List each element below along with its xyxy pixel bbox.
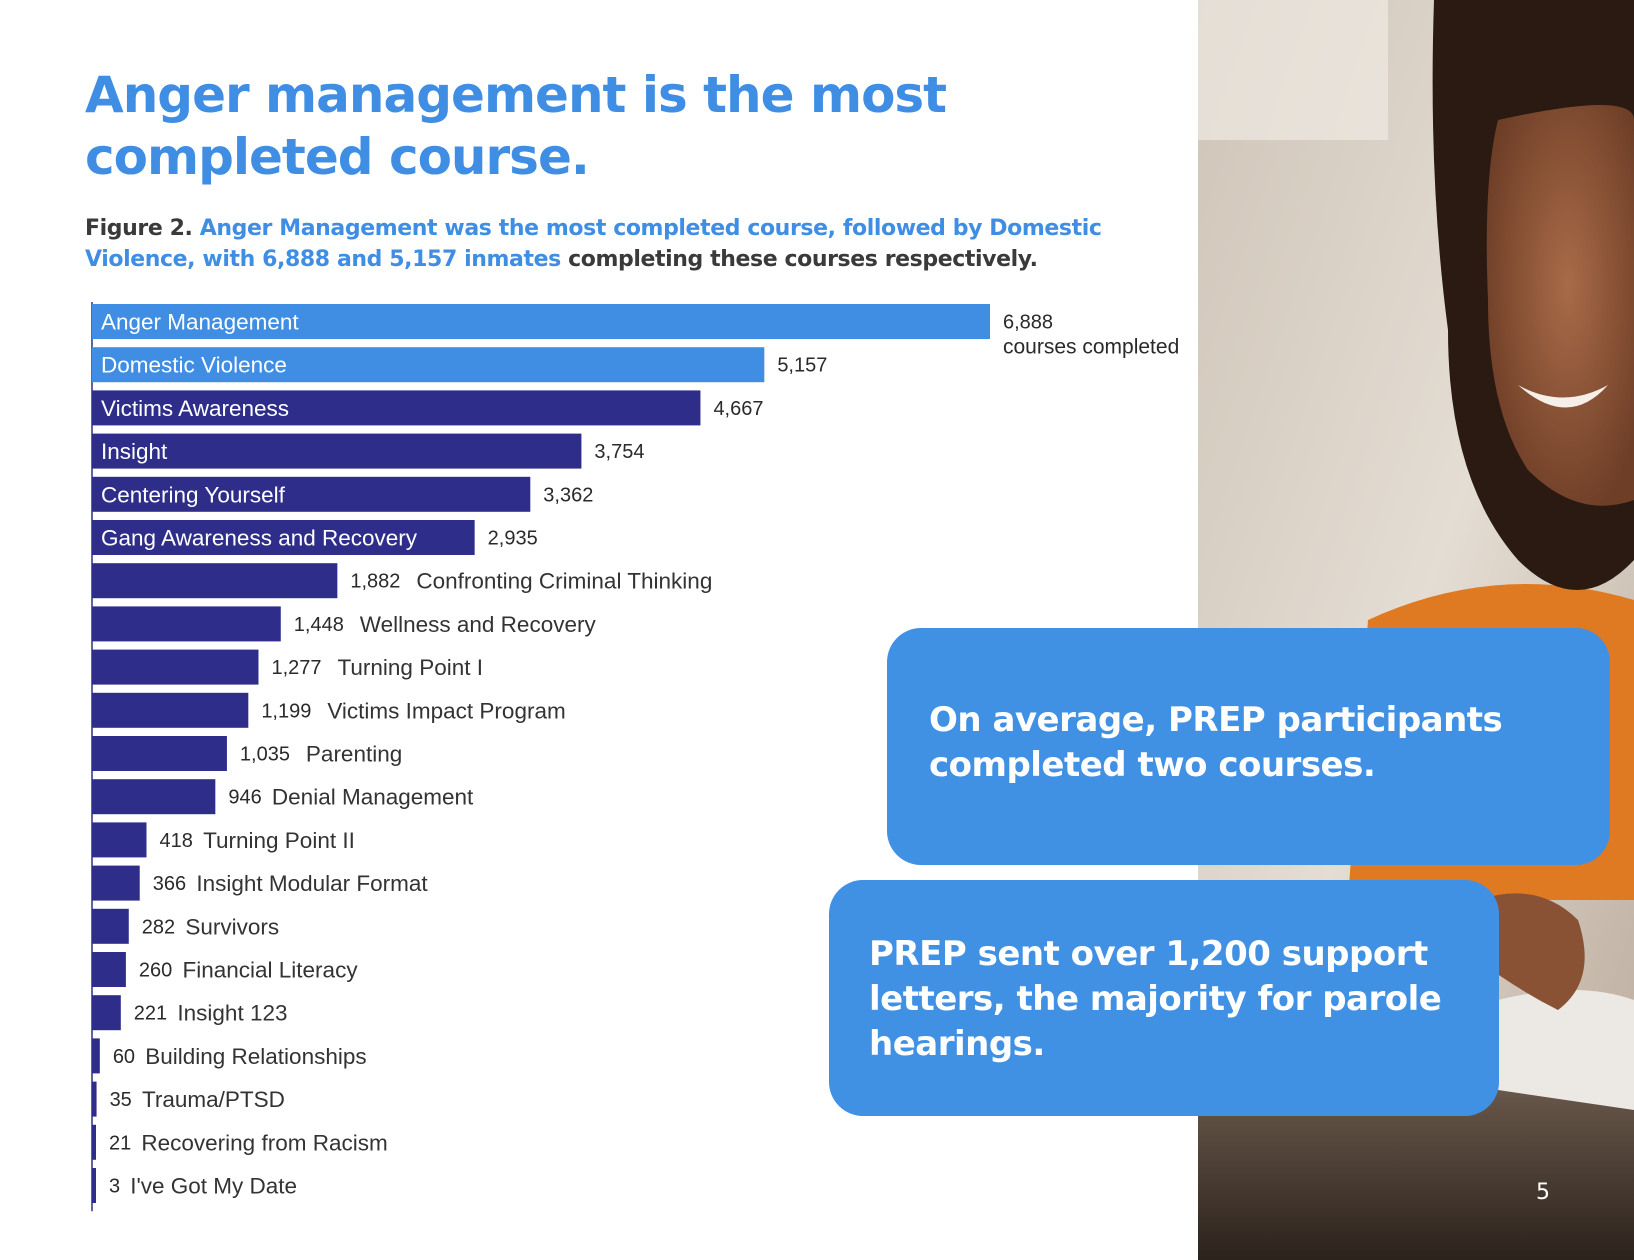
bar-15: [92, 952, 126, 987]
caption-suffix: completing these courses respectively.: [560, 247, 1038, 272]
bar-value-label-5: 2,935: [488, 528, 538, 550]
bar-category-label-2: Victims Awareness: [101, 396, 289, 421]
bar-category-label-6: Confronting Criminal Thinking: [416, 569, 712, 594]
bar-category-label-8: Turning Point I: [337, 655, 483, 680]
bar-category-label-20: I've Got My Date: [130, 1174, 297, 1199]
caption-prefix: Figure 2.: [85, 216, 200, 241]
bar-category-label-17: Building Relationships: [145, 1044, 366, 1069]
bar-category-label-0: Anger Management: [101, 310, 299, 335]
bar-value-label-12: 418: [159, 830, 192, 852]
photo-smile: [1518, 385, 1608, 408]
chart-unit-label: courses completed: [1003, 336, 1179, 359]
bar-category-label-12: Turning Point II: [203, 828, 355, 853]
bar-category-label-5: Gang Awareness and Recovery: [101, 526, 418, 551]
bar-18: [92, 1081, 97, 1117]
bar-category-label-3: Insight: [101, 439, 168, 464]
bar-13: [92, 865, 140, 901]
bar-4: [92, 476, 531, 512]
bar-3: [92, 433, 582, 469]
bar-9: [92, 692, 249, 728]
bar-value-label-18: 35: [110, 1089, 132, 1111]
course-completion-bar-chart: 6,888 Anger Management courses completed 5,…: [91, 302, 1179, 1212]
bar-category-label-14: Survivors: [185, 914, 279, 939]
bar-2: [92, 390, 701, 426]
bar-category-label-16: Insight 123: [177, 1001, 287, 1026]
bar-7: [92, 606, 281, 642]
bar-category-label-4: Centering Yourself: [101, 482, 286, 507]
bar-category-label-1: Domestic Violence: [101, 353, 287, 378]
bar-17: [92, 1038, 100, 1074]
bar-value-label-4: 3,362: [543, 484, 593, 506]
bar-value-label-13: 366: [153, 873, 186, 895]
bar-value-label-8: 1,277: [271, 657, 321, 679]
bar-value-label-17: 60: [113, 1046, 135, 1068]
bar-category-label-9: Victims Impact Program: [327, 698, 565, 723]
photo-hand: [1478, 893, 1585, 1010]
bar-category-label-19: Recovering from Racism: [141, 1130, 387, 1155]
callout-average-courses-text: On average, PREP participants completed …: [929, 700, 1503, 785]
bar-8: [92, 649, 259, 685]
bar-20: [92, 1168, 96, 1203]
bar-value-label-6: 1,882: [350, 571, 400, 593]
bar-value-label-1: 5,157: [777, 355, 827, 377]
bar-value-label-2: 4,667: [713, 398, 763, 420]
bar-value-label-3: 3,754: [594, 441, 644, 463]
page-number: 5: [1536, 1180, 1550, 1205]
bar-category-label-15: Financial Literacy: [182, 958, 358, 983]
figure-caption: Figure 2. Anger Management was the most …: [85, 213, 1165, 275]
callout-support-letters: PREP sent over 1,200 support letters, th…: [829, 880, 1499, 1116]
bar-value-label-19: 21: [109, 1132, 131, 1154]
photo-window-light: [1198, 0, 1388, 140]
bar-value-label-15: 260: [139, 960, 172, 982]
page-headline: Anger management is the most completed c…: [85, 66, 947, 186]
bar-value-label-7: 1,448: [294, 614, 344, 636]
bar-value-label-20: 3: [109, 1176, 120, 1198]
bar-6: [92, 563, 338, 599]
bar-0: [92, 304, 990, 339]
bar-category-label-11: Denial Management: [272, 785, 474, 810]
bar-19: [92, 1124, 96, 1160]
bar-11: [92, 779, 216, 815]
photo-book: [1498, 990, 1634, 1110]
bar-value-label-11: 946: [228, 787, 261, 809]
bar-category-label-13: Insight Modular Format: [196, 871, 428, 896]
bar-1: [92, 347, 765, 383]
bar-5: [92, 520, 475, 555]
bar-value-label-9: 1,199: [261, 700, 311, 722]
bar-14: [92, 908, 129, 944]
bar-category-label-7: Wellness and Recovery: [360, 612, 597, 637]
bar-10: [92, 736, 227, 771]
bar-category-label-10: Parenting: [306, 742, 402, 767]
bar-value-label-10: 1,035: [240, 744, 290, 766]
callout-support-letters-text: PREP sent over 1,200 support letters, th…: [869, 934, 1442, 1064]
bar-value-label-14: 282: [142, 916, 175, 938]
caption-highlight: Anger Management was the most completed …: [85, 216, 1102, 272]
bar-12: [92, 822, 147, 858]
bar-value-label-16: 221: [134, 1003, 167, 1025]
callout-average-courses: On average, PREP participants completed …: [887, 628, 1610, 865]
bar-value-label-0: 6,888: [1003, 312, 1053, 334]
bar-16: [92, 995, 121, 1031]
photo-face: [1486, 105, 1634, 506]
bar-category-label-18: Trauma/PTSD: [142, 1087, 285, 1112]
